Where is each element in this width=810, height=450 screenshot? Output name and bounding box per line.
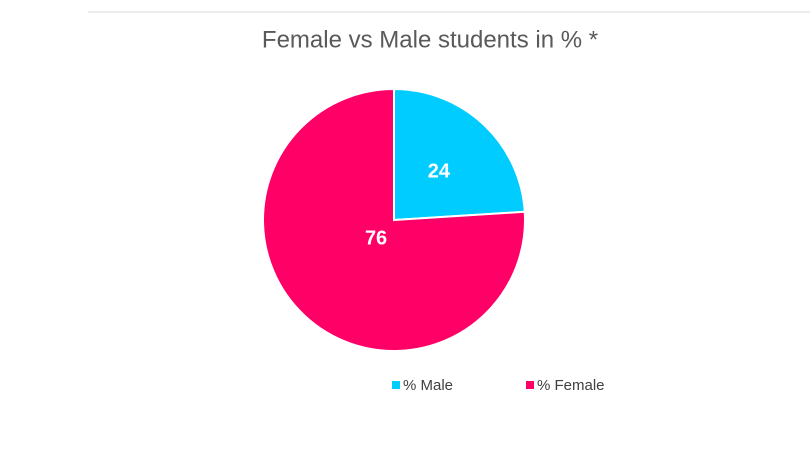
chart-title: Female vs Male students in % * bbox=[262, 26, 598, 53]
legend-label: % Female bbox=[537, 377, 605, 394]
legend-swatch bbox=[526, 381, 534, 389]
legend-label: % Male bbox=[403, 377, 453, 394]
pie-slice bbox=[393, 87, 526, 222]
legend-swatch bbox=[392, 381, 400, 389]
data-label: 76 bbox=[365, 227, 387, 249]
pie-slice bbox=[262, 87, 526, 352]
data-label: 24 bbox=[428, 161, 451, 183]
